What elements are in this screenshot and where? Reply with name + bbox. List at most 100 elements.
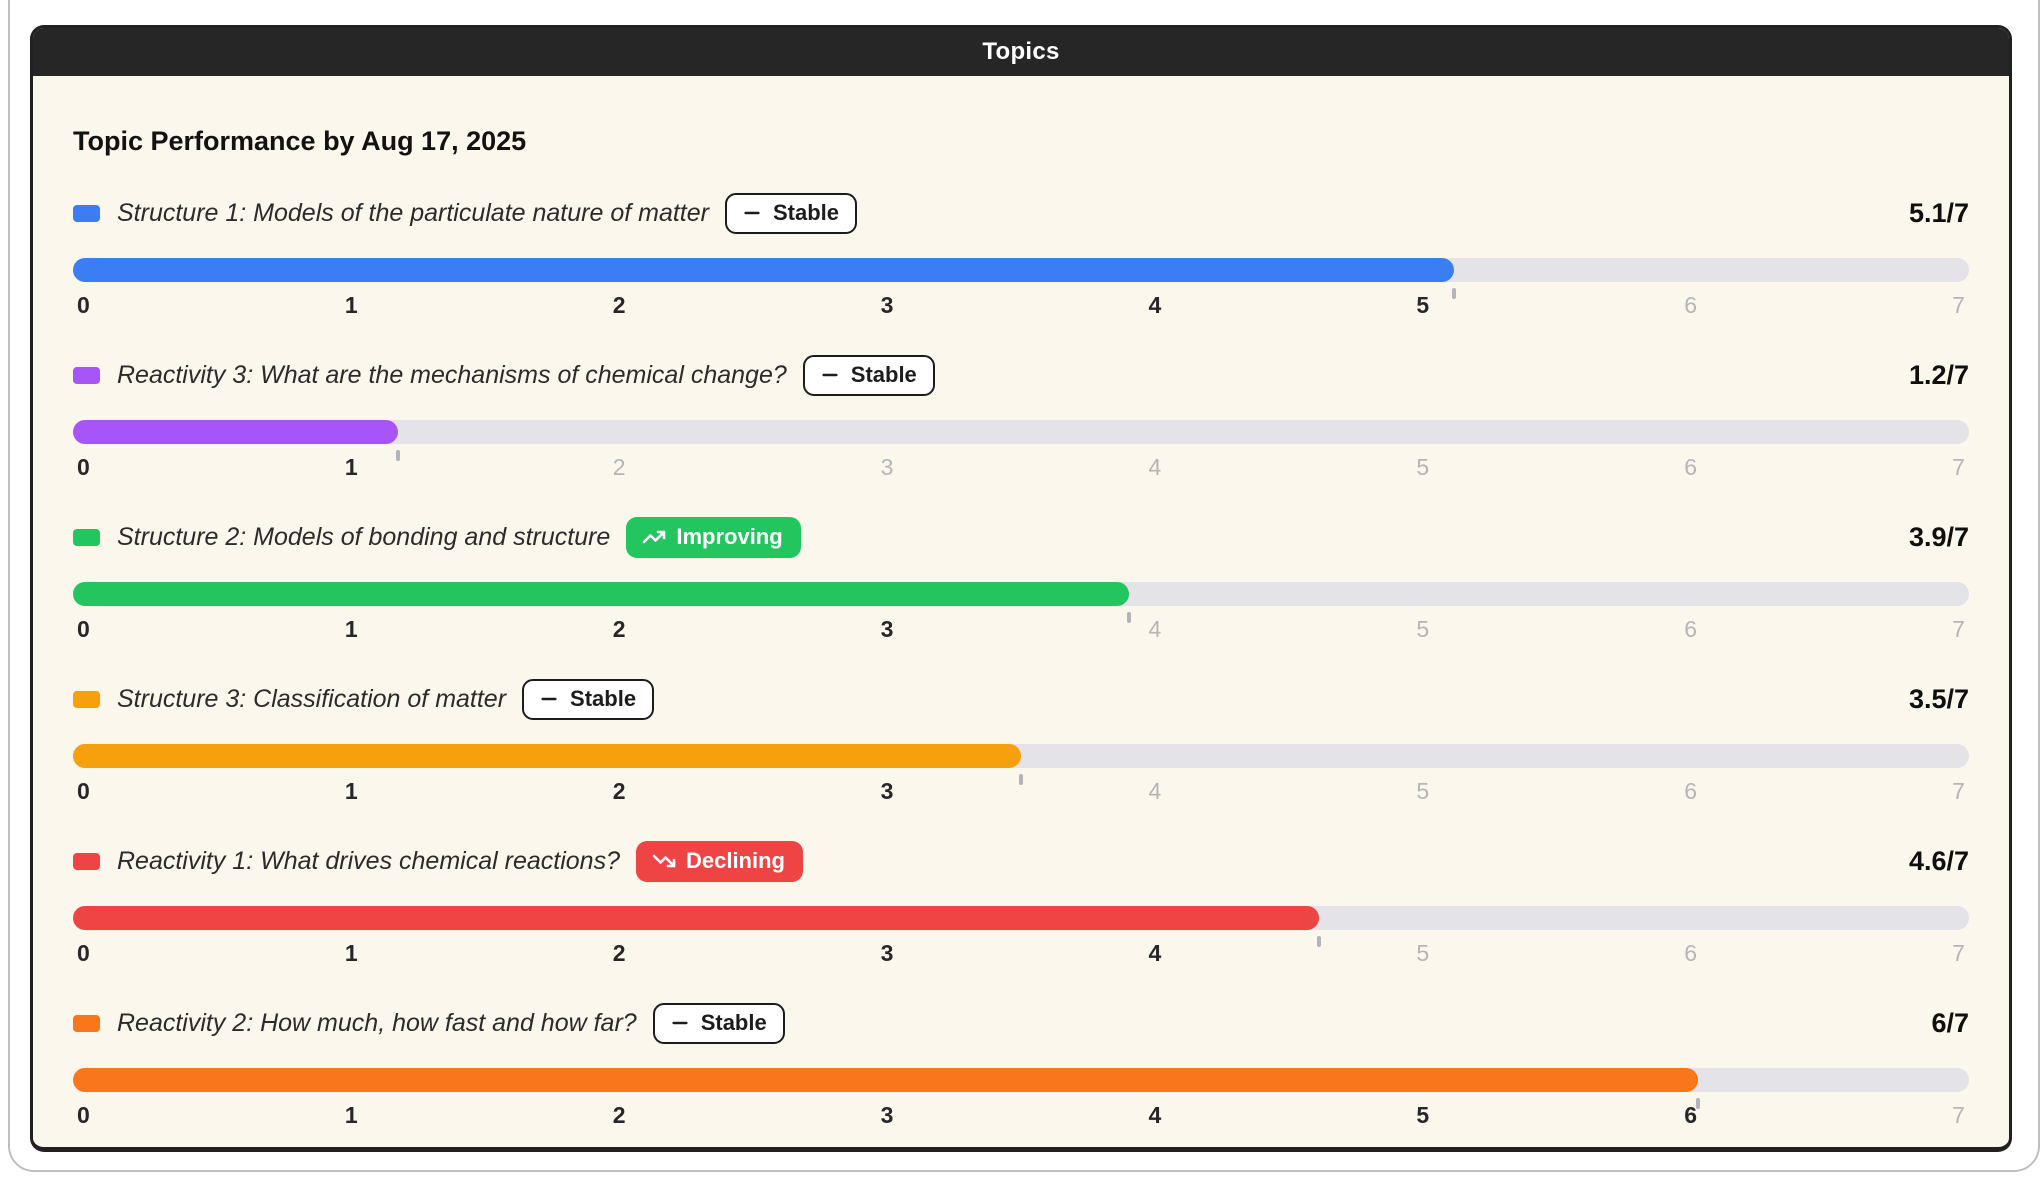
score-value-tick — [1316, 936, 1321, 947]
topic-row-header: Structure 1: Models of the particulate n… — [73, 192, 1969, 234]
axis-tick-label: 2 — [612, 454, 626, 480]
axis-tick-label: 5 — [1416, 616, 1430, 642]
score-value-tick — [1127, 612, 1132, 623]
axis-tick-label: 3 — [880, 616, 894, 642]
topic-score: 5.1/7 — [1908, 197, 1969, 228]
axis-tick-label: 0 — [77, 292, 90, 318]
axis-tick-label: 6 — [1684, 616, 1698, 642]
topic-row: Structure 3: Classification of matter St… — [73, 678, 1969, 804]
topics-panel-body: Topic Performance by Aug 17, 2025 Struct… — [33, 126, 2009, 1147]
topic-row: Structure 1: Models of the particulate n… — [73, 192, 1969, 318]
trend-badge: Stable — [522, 678, 655, 720]
score-bar-track — [73, 582, 1969, 623]
axis-tick-label: 2 — [612, 940, 626, 966]
score-bar-track — [73, 258, 1969, 299]
axis-tick-label: 4 — [1148, 1102, 1162, 1128]
axis-tick-label: 5 — [1416, 778, 1430, 804]
axis-tick-label: 7 — [1952, 616, 1965, 642]
score-bar-track — [73, 744, 1969, 785]
topic-label: Structure 1: Models of the particulate n… — [117, 198, 709, 227]
trend-badge: Declining — [635, 840, 803, 882]
page-title: Topic Performance by Aug 17, 2025 — [73, 126, 527, 156]
topic-label: Structure 3: Classification of matter — [117, 684, 507, 713]
topic-label: Reactivity 1: What drives chemical react… — [117, 846, 620, 875]
axis-tick-label: 1 — [344, 454, 358, 480]
topic-color-swatch — [73, 852, 100, 870]
trend-badge: Stable — [724, 192, 857, 234]
score-bar-fill — [73, 1068, 1699, 1092]
score-bar-fill — [73, 420, 399, 444]
axis-tick-label: 7 — [1952, 454, 1965, 480]
axis-tick-label: 0 — [77, 778, 90, 804]
trend-label: Stable — [700, 1009, 767, 1035]
axis-tick-label: 6 — [1684, 778, 1698, 804]
minus-icon — [672, 1021, 688, 1024]
axis-tick-label: 4 — [1148, 454, 1162, 480]
axis-tick-label: 3 — [880, 940, 894, 966]
axis-tick-label: 0 — [77, 616, 90, 642]
topic-color-swatch — [73, 204, 100, 222]
topic-rows-container: Structure 1: Models of the particulate n… — [73, 192, 1969, 1128]
score-bar-fill — [73, 258, 1455, 282]
topic-row: Reactivity 1: What drives chemical react… — [73, 840, 1969, 966]
topic-row: Reactivity 2: How much, how fast and how… — [73, 1002, 1969, 1128]
topic-color-swatch — [73, 1014, 100, 1032]
score-axis: 0 1 2 3 4 5 6 7 — [73, 454, 1969, 480]
axis-tick-label: 5 — [1416, 1102, 1430, 1128]
axis-tick-label: 1 — [344, 1102, 358, 1128]
axis-tick-label: 2 — [612, 1102, 626, 1128]
axis-tick-label: 3 — [880, 778, 894, 804]
score-bar-track — [73, 1068, 1969, 1109]
topic-row-header: Reactivity 1: What drives chemical react… — [73, 840, 1969, 882]
trend-badge: Stable — [802, 354, 935, 396]
topic-score: 4.6/7 — [1908, 845, 1969, 876]
score-value-tick — [396, 450, 401, 461]
axis-tick-label: 0 — [77, 1102, 90, 1128]
axis-tick-label: 7 — [1952, 778, 1965, 804]
axis-tick-label: 3 — [880, 454, 894, 480]
score-axis: 0 1 2 3 4 5 6 7 — [73, 616, 1969, 642]
topic-row: Structure 2: Models of bonding and struc… — [73, 516, 1969, 642]
axis-tick-label: 0 — [77, 940, 90, 966]
axis-tick-label: 1 — [344, 940, 358, 966]
axis-tick-label: 5 — [1416, 454, 1430, 480]
axis-tick-label: 5 — [1416, 292, 1430, 318]
axis-tick-label: 5 — [1416, 940, 1430, 966]
minus-icon — [541, 697, 557, 700]
score-bar-track — [73, 906, 1969, 947]
topic-color-swatch — [73, 528, 100, 546]
trend-badge: Improving — [626, 516, 801, 558]
trend-label: Declining — [685, 847, 785, 873]
topic-color-swatch — [73, 366, 100, 384]
axis-tick-label: 1 — [344, 292, 358, 318]
axis-tick-label: 7 — [1952, 292, 1965, 318]
window-title: Topics — [982, 38, 1060, 65]
trend-label: Stable — [850, 361, 917, 387]
topic-label: Reactivity 3: What are the mechanisms of… — [117, 360, 787, 389]
axis-tick-label: 3 — [880, 1102, 894, 1128]
topic-color-swatch — [73, 690, 100, 708]
topic-score: 3.9/7 — [1908, 521, 1969, 552]
topic-row-header: Structure 3: Classification of matter St… — [73, 678, 1969, 720]
score-axis: 0 1 2 3 4 5 6 7 — [73, 1102, 1969, 1128]
topic-row: Reactivity 3: What are the mechanisms of… — [73, 354, 1969, 480]
trend-label: Improving — [676, 523, 783, 549]
topic-score: 6/7 — [1931, 1007, 1969, 1038]
axis-tick-label: 4 — [1148, 940, 1162, 966]
window-title-bar: Topics — [33, 28, 2009, 76]
axis-tick-label: 7 — [1952, 940, 1965, 966]
trending-up-icon — [643, 530, 666, 543]
axis-tick-label: 2 — [612, 616, 626, 642]
axis-tick-label: 2 — [612, 292, 626, 318]
minus-icon — [822, 373, 838, 376]
score-axis: 0 1 2 3 4 5 6 7 — [73, 778, 1969, 804]
score-bar-track — [73, 420, 1969, 461]
topic-row-header: Structure 2: Models of bonding and struc… — [73, 516, 1969, 558]
axis-tick-label: 6 — [1684, 1102, 1698, 1128]
score-axis: 0 1 2 3 4 5 6 7 — [73, 940, 1969, 966]
trend-label: Stable — [772, 199, 839, 225]
axis-tick-label: 2 — [612, 778, 626, 804]
axis-tick-label: 6 — [1684, 454, 1698, 480]
score-axis: 0 1 2 3 4 5 6 7 — [73, 292, 1969, 318]
topic-label: Structure 2: Models of bonding and struc… — [117, 522, 611, 551]
